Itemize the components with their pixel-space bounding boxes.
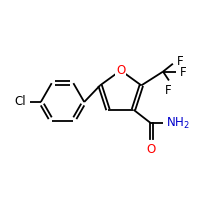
Text: O: O: [147, 143, 156, 156]
Text: O: O: [116, 64, 125, 77]
Text: F: F: [177, 55, 183, 68]
Text: Cl: Cl: [14, 95, 26, 108]
Text: F: F: [165, 84, 171, 97]
Text: F: F: [180, 66, 186, 79]
Text: NH$_2$: NH$_2$: [166, 116, 190, 131]
